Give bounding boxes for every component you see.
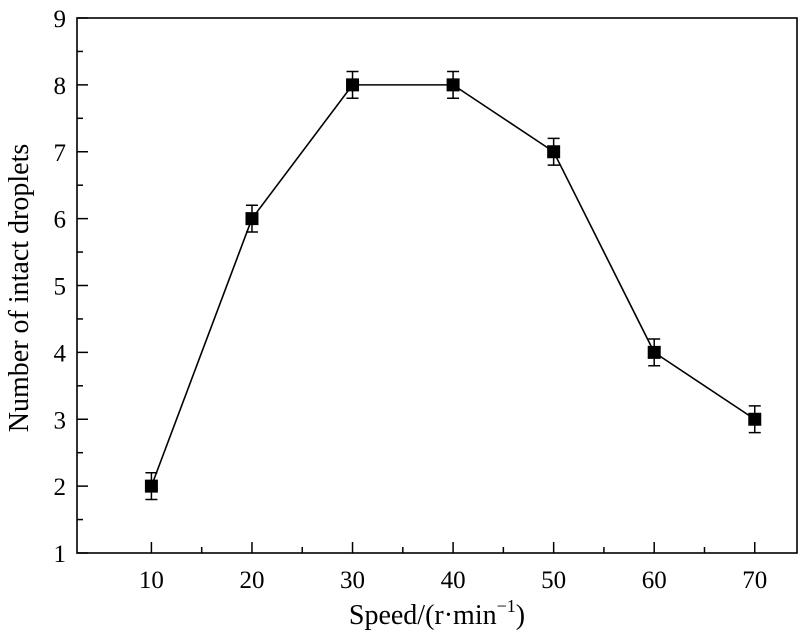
y-tick-label: 2 [54,474,67,501]
x-tick-label: 70 [742,567,767,594]
data-point [346,70,360,99]
x-tick-label: 60 [642,567,667,594]
square-marker [446,78,460,92]
data-point [446,70,460,99]
data-point [748,405,762,434]
square-marker [144,479,158,493]
square-marker [647,345,661,359]
x-axis-label-suffix: ) [516,600,525,631]
y-tick-label: 3 [54,407,67,434]
y-tick-label: 9 [54,6,67,33]
data-series [144,70,762,501]
x-tick-label: 20 [239,567,264,594]
x-axis-label-main: Speed/(r·min [349,600,497,631]
y-axis-label: Number of intact droplets [4,144,35,432]
square-marker [245,212,259,226]
data-point [144,472,158,501]
series-line [150,84,756,487]
y-tick-label: 7 [54,140,67,167]
data-point [647,338,661,367]
x-tick-label: 40 [441,567,466,594]
data-point [245,204,259,233]
x-tick-label: 30 [340,567,365,594]
x-tick-label: 50 [541,567,566,594]
data-point [547,137,561,166]
square-marker [547,145,561,159]
square-marker [346,78,360,92]
y-axis-ticks: 1 2 3 4 5 6 7 8 9 [54,6,88,568]
x-axis-ticks: 10 20 30 40 50 60 70 [139,542,767,594]
square-marker [748,412,762,426]
x-axis-label: Speed/(r·min−1) [349,596,525,631]
y-tick-label: 4 [54,340,67,367]
y-tick-label: 1 [54,541,67,568]
y-tick-label: 6 [54,207,67,234]
x-tick-label: 10 [139,567,164,594]
y-tick-label: 8 [54,73,67,100]
y-tick-label: 5 [54,274,67,301]
x-axis-label-superscript: −1 [497,596,516,616]
plot-frame [76,17,798,554]
